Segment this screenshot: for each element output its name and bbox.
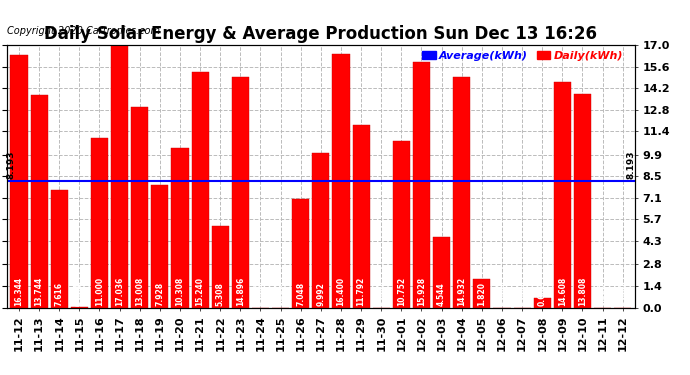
Text: 16.400: 16.400 [337, 277, 346, 306]
Text: 9.992: 9.992 [316, 282, 326, 306]
Text: 13.808: 13.808 [578, 277, 587, 306]
Bar [192, 72, 208, 308]
Bar [10, 55, 28, 308]
Bar [333, 54, 350, 307]
Text: 0.000: 0.000 [618, 282, 627, 306]
Bar [212, 225, 229, 308]
Text: 7.616: 7.616 [55, 282, 63, 306]
Text: 17.036: 17.036 [115, 277, 124, 306]
Bar [533, 298, 551, 307]
Text: 10.752: 10.752 [397, 277, 406, 306]
Text: 1.820: 1.820 [477, 282, 486, 306]
Text: 5.308: 5.308 [216, 282, 225, 306]
Bar [292, 199, 309, 308]
Text: 14.896: 14.896 [236, 277, 245, 306]
Text: 7.928: 7.928 [155, 282, 164, 306]
Text: 0.632: 0.632 [538, 282, 546, 306]
Bar [554, 82, 571, 308]
Bar [50, 190, 68, 308]
Text: 0.000: 0.000 [518, 282, 526, 306]
Text: 4.544: 4.544 [437, 282, 446, 306]
Text: Copyright 2020 Cartronics.com: Copyright 2020 Cartronics.com [7, 26, 160, 36]
Bar [131, 106, 148, 308]
Text: 7.048: 7.048 [296, 282, 305, 306]
Bar [313, 153, 329, 308]
Text: 0.000: 0.000 [497, 282, 506, 306]
Bar [473, 279, 491, 308]
Text: 14.932: 14.932 [457, 277, 466, 306]
Bar [232, 78, 249, 308]
Bar [353, 125, 370, 308]
Text: 10.308: 10.308 [175, 277, 184, 306]
Text: 0.000: 0.000 [256, 282, 265, 306]
Title: Daily Solar Energy & Average Production Sun Dec 13 16:26: Daily Solar Energy & Average Production … [44, 26, 598, 44]
Bar [413, 62, 430, 308]
Text: 13.008: 13.008 [135, 277, 144, 306]
Text: 0.004: 0.004 [75, 282, 84, 306]
Bar [171, 148, 188, 308]
Text: 13.744: 13.744 [34, 277, 43, 306]
Bar [433, 237, 450, 308]
Bar [574, 94, 591, 308]
Text: 0.000: 0.000 [598, 282, 607, 306]
Text: 8.193: 8.193 [6, 150, 15, 178]
Bar [151, 185, 168, 308]
Bar [30, 95, 48, 308]
Text: 0.000: 0.000 [276, 282, 285, 306]
Legend: Average(kWh), Daily(kWh): Average(kWh), Daily(kWh) [422, 51, 623, 60]
Text: 8.193: 8.193 [627, 150, 635, 178]
Text: 14.608: 14.608 [558, 277, 567, 306]
Text: 15.240: 15.240 [195, 277, 205, 306]
Text: 11.000: 11.000 [95, 277, 104, 306]
Bar [393, 141, 410, 308]
Bar [453, 77, 471, 308]
Bar [111, 45, 128, 308]
Text: 11.792: 11.792 [357, 277, 366, 306]
Bar [91, 138, 108, 308]
Text: 16.344: 16.344 [14, 277, 23, 306]
Text: 0.000: 0.000 [377, 282, 386, 306]
Text: 15.928: 15.928 [417, 277, 426, 306]
